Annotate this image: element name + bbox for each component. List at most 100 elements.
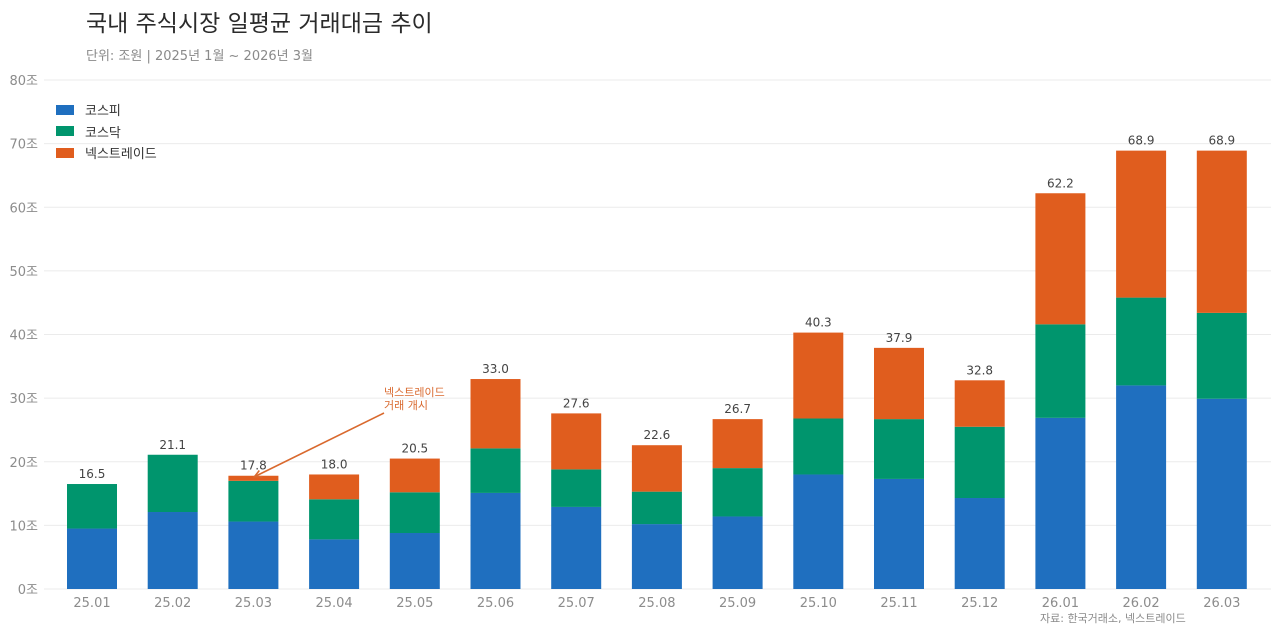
total-label: 20.5: [401, 442, 428, 456]
bar-segment-kospi[interactable]: [228, 521, 279, 589]
bar-segment-kosdaq[interactable]: [1196, 312, 1247, 399]
chart-title: 국내 주식시장 일평균 거래대금 추이: [86, 11, 433, 37]
legend-label: 코스피: [85, 104, 121, 120]
annotation-arrow: [252, 412, 385, 478]
legend-swatch-kosdaq: [56, 126, 74, 137]
bar-segment-nextrade[interactable]: [309, 474, 360, 500]
bar-segment-kosdaq[interactable]: [389, 492, 440, 534]
bar-segment-kospi[interactable]: [147, 512, 198, 589]
x-tick-label: 26.01: [1042, 596, 1079, 611]
bar-segment-kospi[interactable]: [712, 516, 763, 589]
x-tick-label: 25.06: [477, 596, 514, 611]
y-tick-label: 80조: [9, 74, 38, 89]
y-axis-ticks: 0조 10조 20조 30조 40조 50조 60조 70조 80조: [9, 74, 38, 598]
bar-segment-kosdaq[interactable]: [1035, 324, 1086, 418]
x-tick-label: 25.03: [235, 596, 272, 611]
annotation-arrow-head: [252, 469, 263, 478]
total-label: 22.6: [644, 428, 671, 442]
bar-segment-kosdaq[interactable]: [1116, 297, 1167, 386]
bar-segment-nextrade[interactable]: [793, 332, 844, 419]
legend-label: 코스닥: [85, 125, 121, 141]
legend-item-kosdaq[interactable]: 코스닥: [56, 121, 157, 143]
bar-segment-kosdaq[interactable]: [309, 499, 360, 540]
annotation-arrow-line: [254, 412, 385, 478]
annotation-line-1: 넥스트레이드: [384, 386, 445, 399]
bar-segment-kosdaq[interactable]: [631, 491, 682, 525]
bar-segment-kosdaq[interactable]: [712, 468, 763, 517]
x-tick-label: 25.12: [961, 596, 998, 611]
bar-segment-kosdaq[interactable]: [954, 426, 1005, 499]
bar-segment-kospi[interactable]: [389, 533, 440, 589]
chart-subtitle: 단위: 조원 | 2025년 1월 ~ 2026년 3월: [86, 49, 313, 64]
bar-segment-nextrade[interactable]: [1116, 150, 1167, 298]
legend: 코스피 코스닥 넥스트레이드: [56, 99, 157, 164]
legend-item-nextrade[interactable]: 넥스트레이드: [56, 142, 157, 164]
total-label: 16.5: [79, 467, 106, 481]
total-label: 68.9: [1128, 134, 1155, 148]
bars: [67, 150, 1247, 589]
x-tick-label: 25.05: [396, 596, 433, 611]
legend-item-kospi[interactable]: 코스피: [56, 99, 157, 121]
bar-segment-nextrade[interactable]: [712, 419, 763, 469]
bar-segment-kosdaq[interactable]: [874, 419, 924, 479]
bar-segment-kospi[interactable]: [470, 492, 521, 589]
x-tick-label: 25.07: [558, 596, 595, 611]
bar-segment-kosdaq[interactable]: [551, 469, 602, 507]
bar-segment-kospi[interactable]: [954, 498, 1005, 589]
bar-segment-kospi[interactable]: [793, 474, 844, 589]
annotation-text: 넥스트레이드 거래 개시: [384, 386, 445, 412]
total-label: 18.0: [321, 457, 348, 471]
bar-segment-kosdaq[interactable]: [470, 448, 521, 493]
total-labels: 16.5 21.1 17.8 18.0 20.5 33.0 27.6 22.6 26.7 40.3…: [79, 134, 1236, 481]
bar-segment-kosdaq[interactable]: [147, 454, 198, 513]
bar-segment-kospi[interactable]: [1035, 417, 1086, 589]
bar-segment-kospi[interactable]: [631, 524, 682, 589]
x-axis-ticks: 25.01 25.02 25.03 25.04 25.05 25.06 25.07 25.08…: [73, 596, 1240, 611]
bar-segment-nextrade[interactable]: [1196, 150, 1247, 313]
bar-segment-nextrade[interactable]: [631, 445, 682, 492]
y-tick-label: 20조: [9, 456, 38, 471]
total-label: 37.9: [886, 331, 913, 345]
x-tick-label: 25.02: [154, 596, 191, 611]
bar-segment-nextrade[interactable]: [470, 379, 521, 449]
x-tick-label: 25.01: [73, 596, 110, 611]
bar-segment-kospi[interactable]: [1116, 385, 1167, 589]
bar-segment-nextrade[interactable]: [389, 458, 440, 493]
total-label: 68.9: [1208, 134, 1235, 148]
bar-segment-kospi[interactable]: [551, 506, 602, 589]
bar-segment-nextrade[interactable]: [228, 475, 279, 481]
annotation-line-2: 거래 개시: [384, 399, 428, 412]
total-label: 26.7: [724, 402, 751, 416]
legend-swatch-nextrade: [56, 147, 74, 158]
x-tick-label: 26.03: [1203, 596, 1240, 611]
total-label: 27.6: [563, 396, 590, 410]
total-label: 32.8: [966, 363, 993, 377]
bar-segment-kospi[interactable]: [309, 539, 360, 589]
x-tick-label: 26.02: [1122, 596, 1159, 611]
bar-segment-kospi[interactable]: [874, 478, 924, 589]
x-tick-label: 25.04: [315, 596, 352, 611]
bar-segment-kosdaq[interactable]: [228, 480, 279, 522]
total-label: 33.0: [482, 362, 509, 376]
y-tick-label: 40조: [9, 329, 38, 344]
legend-swatch-kospi: [56, 104, 74, 115]
bar-segment-nextrade[interactable]: [874, 347, 924, 420]
total-label: 21.1: [159, 438, 186, 452]
bar-segment-kosdaq[interactable]: [793, 418, 844, 475]
y-tick-label: 70조: [9, 138, 38, 153]
x-tick-label: 25.08: [638, 596, 675, 611]
bar-segment-nextrade[interactable]: [551, 413, 602, 470]
bar-segment-kospi[interactable]: [1196, 398, 1247, 589]
total-label: 62.2: [1047, 176, 1074, 190]
legend-label: 넥스트레이드: [85, 147, 157, 163]
bar-segment-kospi[interactable]: [67, 528, 117, 589]
bar-segment-kosdaq[interactable]: [67, 484, 117, 529]
bar-segment-nextrade[interactable]: [954, 380, 1005, 427]
source-note: 자료: 한국거래소, 넥스트레이드: [1040, 612, 1186, 625]
bar-segment-nextrade[interactable]: [1035, 193, 1086, 325]
y-tick-label: 10조: [9, 519, 38, 534]
total-label: 17.8: [240, 459, 267, 473]
y-tick-label: 0조: [18, 583, 38, 598]
y-tick-label: 60조: [9, 201, 38, 216]
